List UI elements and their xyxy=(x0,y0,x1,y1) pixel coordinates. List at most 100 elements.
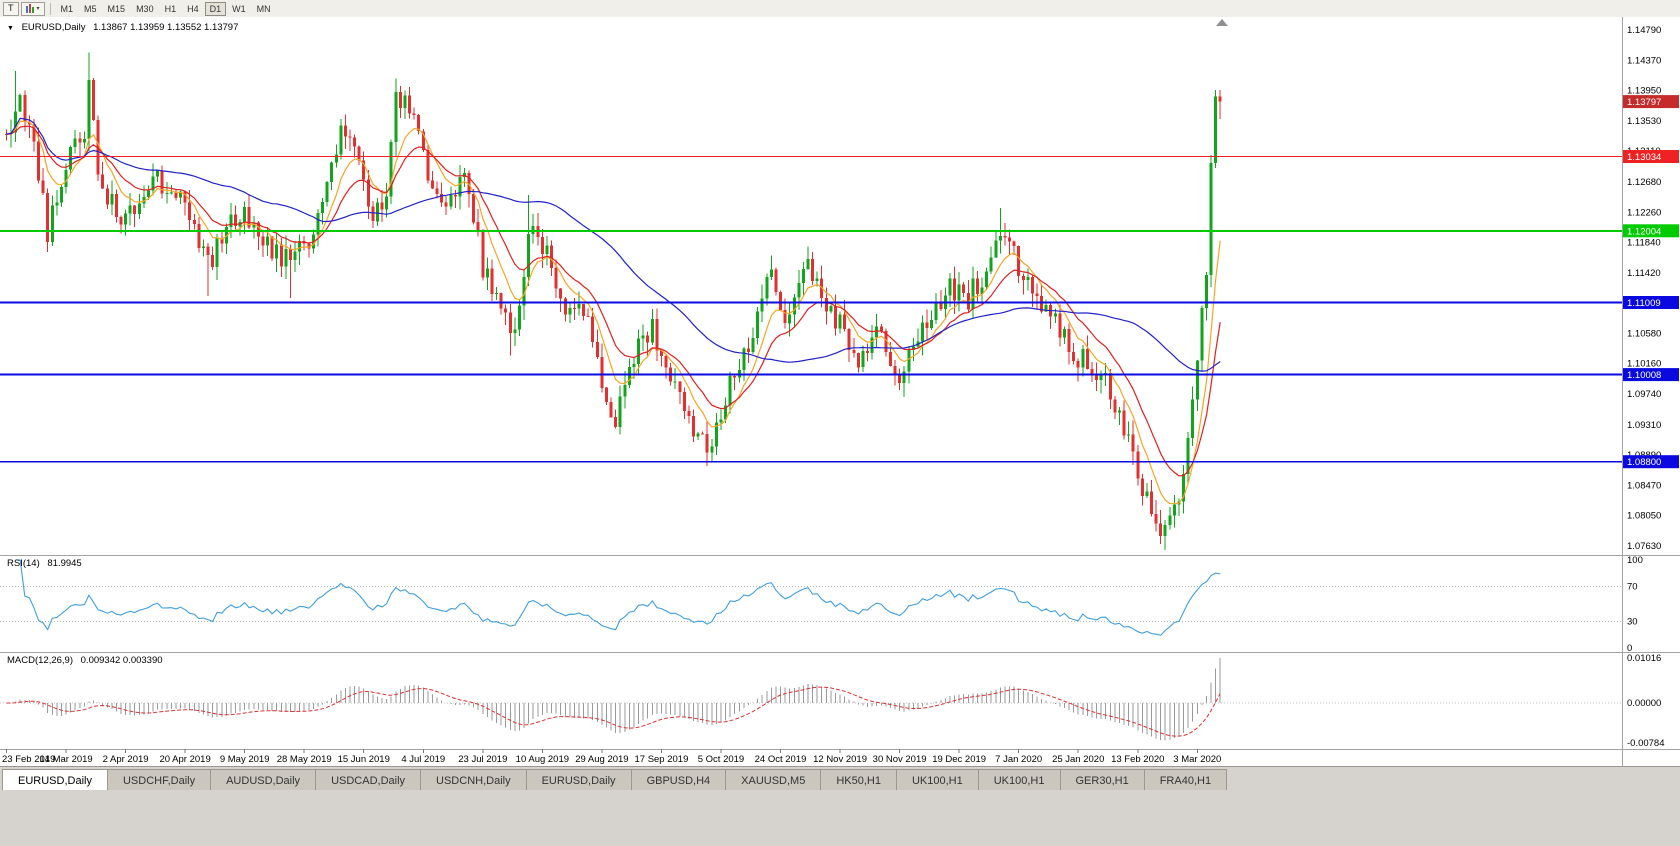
price-tag-1.13034: 1.13034 xyxy=(1623,150,1679,163)
timeframe-button-m15[interactable]: M15 xyxy=(103,2,131,16)
price-axis-label: 1.10160 xyxy=(1627,359,1661,370)
macd-axis-label: 0.00000 xyxy=(1627,698,1661,709)
timeframe-button-mn[interactable]: MN xyxy=(252,2,276,16)
price-axis-label: 1.08470 xyxy=(1627,480,1661,491)
chart-tab-1-eurusd-daily[interactable]: EURUSD,Daily xyxy=(2,769,108,793)
svg-text:1.11009: 1.11009 xyxy=(1627,298,1661,309)
price-axis-label: 1.14370 xyxy=(1627,55,1661,66)
rsi-axis-label: 30 xyxy=(1627,617,1638,628)
chart-tab-3-audusd-daily[interactable]: AUDUSD,Daily xyxy=(211,769,317,793)
chart-tabs-bar: EURUSD,Daily USDCHF,Daily AUDUSD,Daily USDC… xyxy=(0,766,1680,793)
date-axis-label: 25 Jan 2020 xyxy=(1052,754,1104,765)
candlestick-series xyxy=(5,52,1222,551)
chart-ohlc-caption: ▼ EURUSD,Daily 1.13867 1.13959 1.13552 1… xyxy=(7,22,243,33)
price-axis-label: 1.11840 xyxy=(1627,238,1661,249)
chart-tab-11-uk100-h1[interactable]: UK100,H1 xyxy=(978,769,1061,793)
price-axis-label: 1.13530 xyxy=(1627,116,1661,127)
price-axis-label: 1.10580 xyxy=(1627,328,1661,339)
chart-tab-8-xauusd-m5[interactable]: XAUUSD,M5 xyxy=(726,769,822,793)
timeframe-button-w1[interactable]: W1 xyxy=(227,2,251,16)
price-axis-label: 1.12680 xyxy=(1627,177,1661,188)
date-axis-label: 2 Apr 2019 xyxy=(103,754,149,765)
price-axis-label: 1.09740 xyxy=(1627,389,1661,400)
chart-tab-5-usdcnh-daily[interactable]: USDCNH,Daily xyxy=(421,769,527,793)
date-axis-label: 17 Sep 2019 xyxy=(634,754,688,765)
price-chart-canvas[interactable]: 1.147901.143701.139501.135301.131101.126… xyxy=(0,17,1680,766)
date-axis-label: 13 Feb 2020 xyxy=(1111,754,1164,765)
price-axis-label: 1.13950 xyxy=(1627,86,1661,97)
date-axis-label: 5 Oct 2019 xyxy=(698,754,744,765)
top-toolbar: T ▾ M1 M5 M15 M30 H1 H4 D1 W1 MN xyxy=(0,0,1680,18)
date-axis-label: 10 Aug 2019 xyxy=(516,754,569,765)
svg-text:1.10008: 1.10008 xyxy=(1627,370,1661,381)
date-axis-label: 9 May 2019 xyxy=(220,754,270,765)
chart-objects-icon xyxy=(25,4,35,13)
svg-text:1.08800: 1.08800 xyxy=(1627,457,1661,468)
date-axis-label: 23 Feb 2019 xyxy=(2,754,55,765)
date-axis-label: 3 Mar 2020 xyxy=(1173,754,1221,765)
timeframe-button-d1[interactable]: D1 xyxy=(204,1,227,16)
date-axis-label: 30 Nov 2019 xyxy=(873,754,927,765)
price-tag-1.08800: 1.08800 xyxy=(1623,455,1679,469)
rsi-axis-label: 0 xyxy=(1627,643,1632,654)
type-tool-button[interactable]: T xyxy=(3,1,19,16)
chart-ohlc-values: 1.13867 1.13959 1.13552 1.13797 xyxy=(93,22,239,33)
price-axis-label: 1.09310 xyxy=(1627,420,1661,431)
date-axis-label: 12 Nov 2019 xyxy=(813,754,867,765)
date-axis-label: 20 Apr 2019 xyxy=(159,754,210,765)
objects-dropdown-button[interactable]: ▾ xyxy=(20,1,45,16)
date-axis-label: 24 Oct 2019 xyxy=(755,754,807,765)
timeframe-button-m30[interactable]: M30 xyxy=(131,2,159,16)
moving-average-16-line xyxy=(6,125,1221,477)
moving-average-50-line xyxy=(6,117,1221,372)
chart-tab-6-eurusd-daily[interactable]: EURUSD,Daily xyxy=(526,769,632,793)
price-axis-label: 1.12260 xyxy=(1627,207,1661,218)
chevron-down-icon: ▾ xyxy=(36,5,40,12)
timeframe-button-h4[interactable]: H4 xyxy=(182,2,204,16)
rsi-axis-label: 100 xyxy=(1627,555,1643,566)
date-axis-label: 28 May 2019 xyxy=(277,754,332,765)
macd-axis-label: 0.01016 xyxy=(1627,653,1661,664)
price-tag-1.13797: 1.13797 xyxy=(1623,95,1679,109)
rsi-indicator-name: RSI(14) xyxy=(7,558,40,569)
svg-text:1.12004: 1.12004 xyxy=(1627,226,1661,237)
date-axis-label: 29 Aug 2019 xyxy=(575,754,628,765)
date-axis-label: 15 Jun 2019 xyxy=(338,754,390,765)
rsi-line xyxy=(15,559,1221,636)
rsi-caption: RSI(14) 81.9945 xyxy=(7,558,87,569)
rsi-indicator-value: 81.9945 xyxy=(47,558,82,569)
chart-shift-marker-icon[interactable] xyxy=(1216,19,1228,26)
chart-tab-13-fra40-h1[interactable]: FRA40,H1 xyxy=(1144,769,1228,793)
bottom-strip xyxy=(0,790,1680,846)
macd-histogram xyxy=(10,658,1221,741)
price-axis-label: 1.07630 xyxy=(1627,541,1661,552)
price-tag-1.11009: 1.11009 xyxy=(1623,296,1679,309)
macd-axis-label: -0.00784 xyxy=(1627,738,1665,749)
chart-background xyxy=(0,17,1680,766)
svg-text:1.13797: 1.13797 xyxy=(1627,97,1661,108)
date-axis-label: 19 Dec 2019 xyxy=(932,754,986,765)
date-axis-label: 14 Mar 2019 xyxy=(39,754,92,765)
date-axis-label: 7 Jan 2020 xyxy=(995,754,1042,765)
macd-indicator-values: 0.009342 0.003390 xyxy=(80,655,163,666)
price-axis-label: 1.08050 xyxy=(1627,511,1661,522)
timeframe-button-h1[interactable]: H1 xyxy=(160,2,182,16)
timeframe-button-m5[interactable]: M5 xyxy=(79,2,102,16)
collapse-triangle-icon: ▼ xyxy=(7,25,14,32)
chart-tab-9-hk50-h1[interactable]: HK50,H1 xyxy=(821,769,897,793)
timeframe-button-group: M1 M5 M15 M30 H1 H4 D1 W1 MN xyxy=(56,1,276,16)
toolbar-separator xyxy=(49,2,51,15)
svg-text:1.13034: 1.13034 xyxy=(1627,152,1661,163)
macd-signal-line xyxy=(6,686,1221,737)
chart-symbol-label: EURUSD,Daily xyxy=(21,22,86,33)
price-axis-label: 1.11420 xyxy=(1627,268,1661,279)
timeframe-button-m1[interactable]: M1 xyxy=(56,2,79,16)
chart-tab-10-uk100-h1[interactable]: UK100,H1 xyxy=(896,769,979,793)
macd-indicator-name: MACD(12,26,9) xyxy=(7,655,73,666)
date-axis-label: 4 Jul 2019 xyxy=(401,754,445,765)
date-axis-label: 23 Jul 2019 xyxy=(458,754,507,765)
macd-caption: MACD(12,26,9) 0.009342 0.003390 xyxy=(7,655,168,666)
price-tag-1.12004: 1.12004 xyxy=(1623,224,1679,238)
price-axis-label: 1.14790 xyxy=(1627,25,1661,36)
rsi-axis-label: 70 xyxy=(1627,581,1638,592)
